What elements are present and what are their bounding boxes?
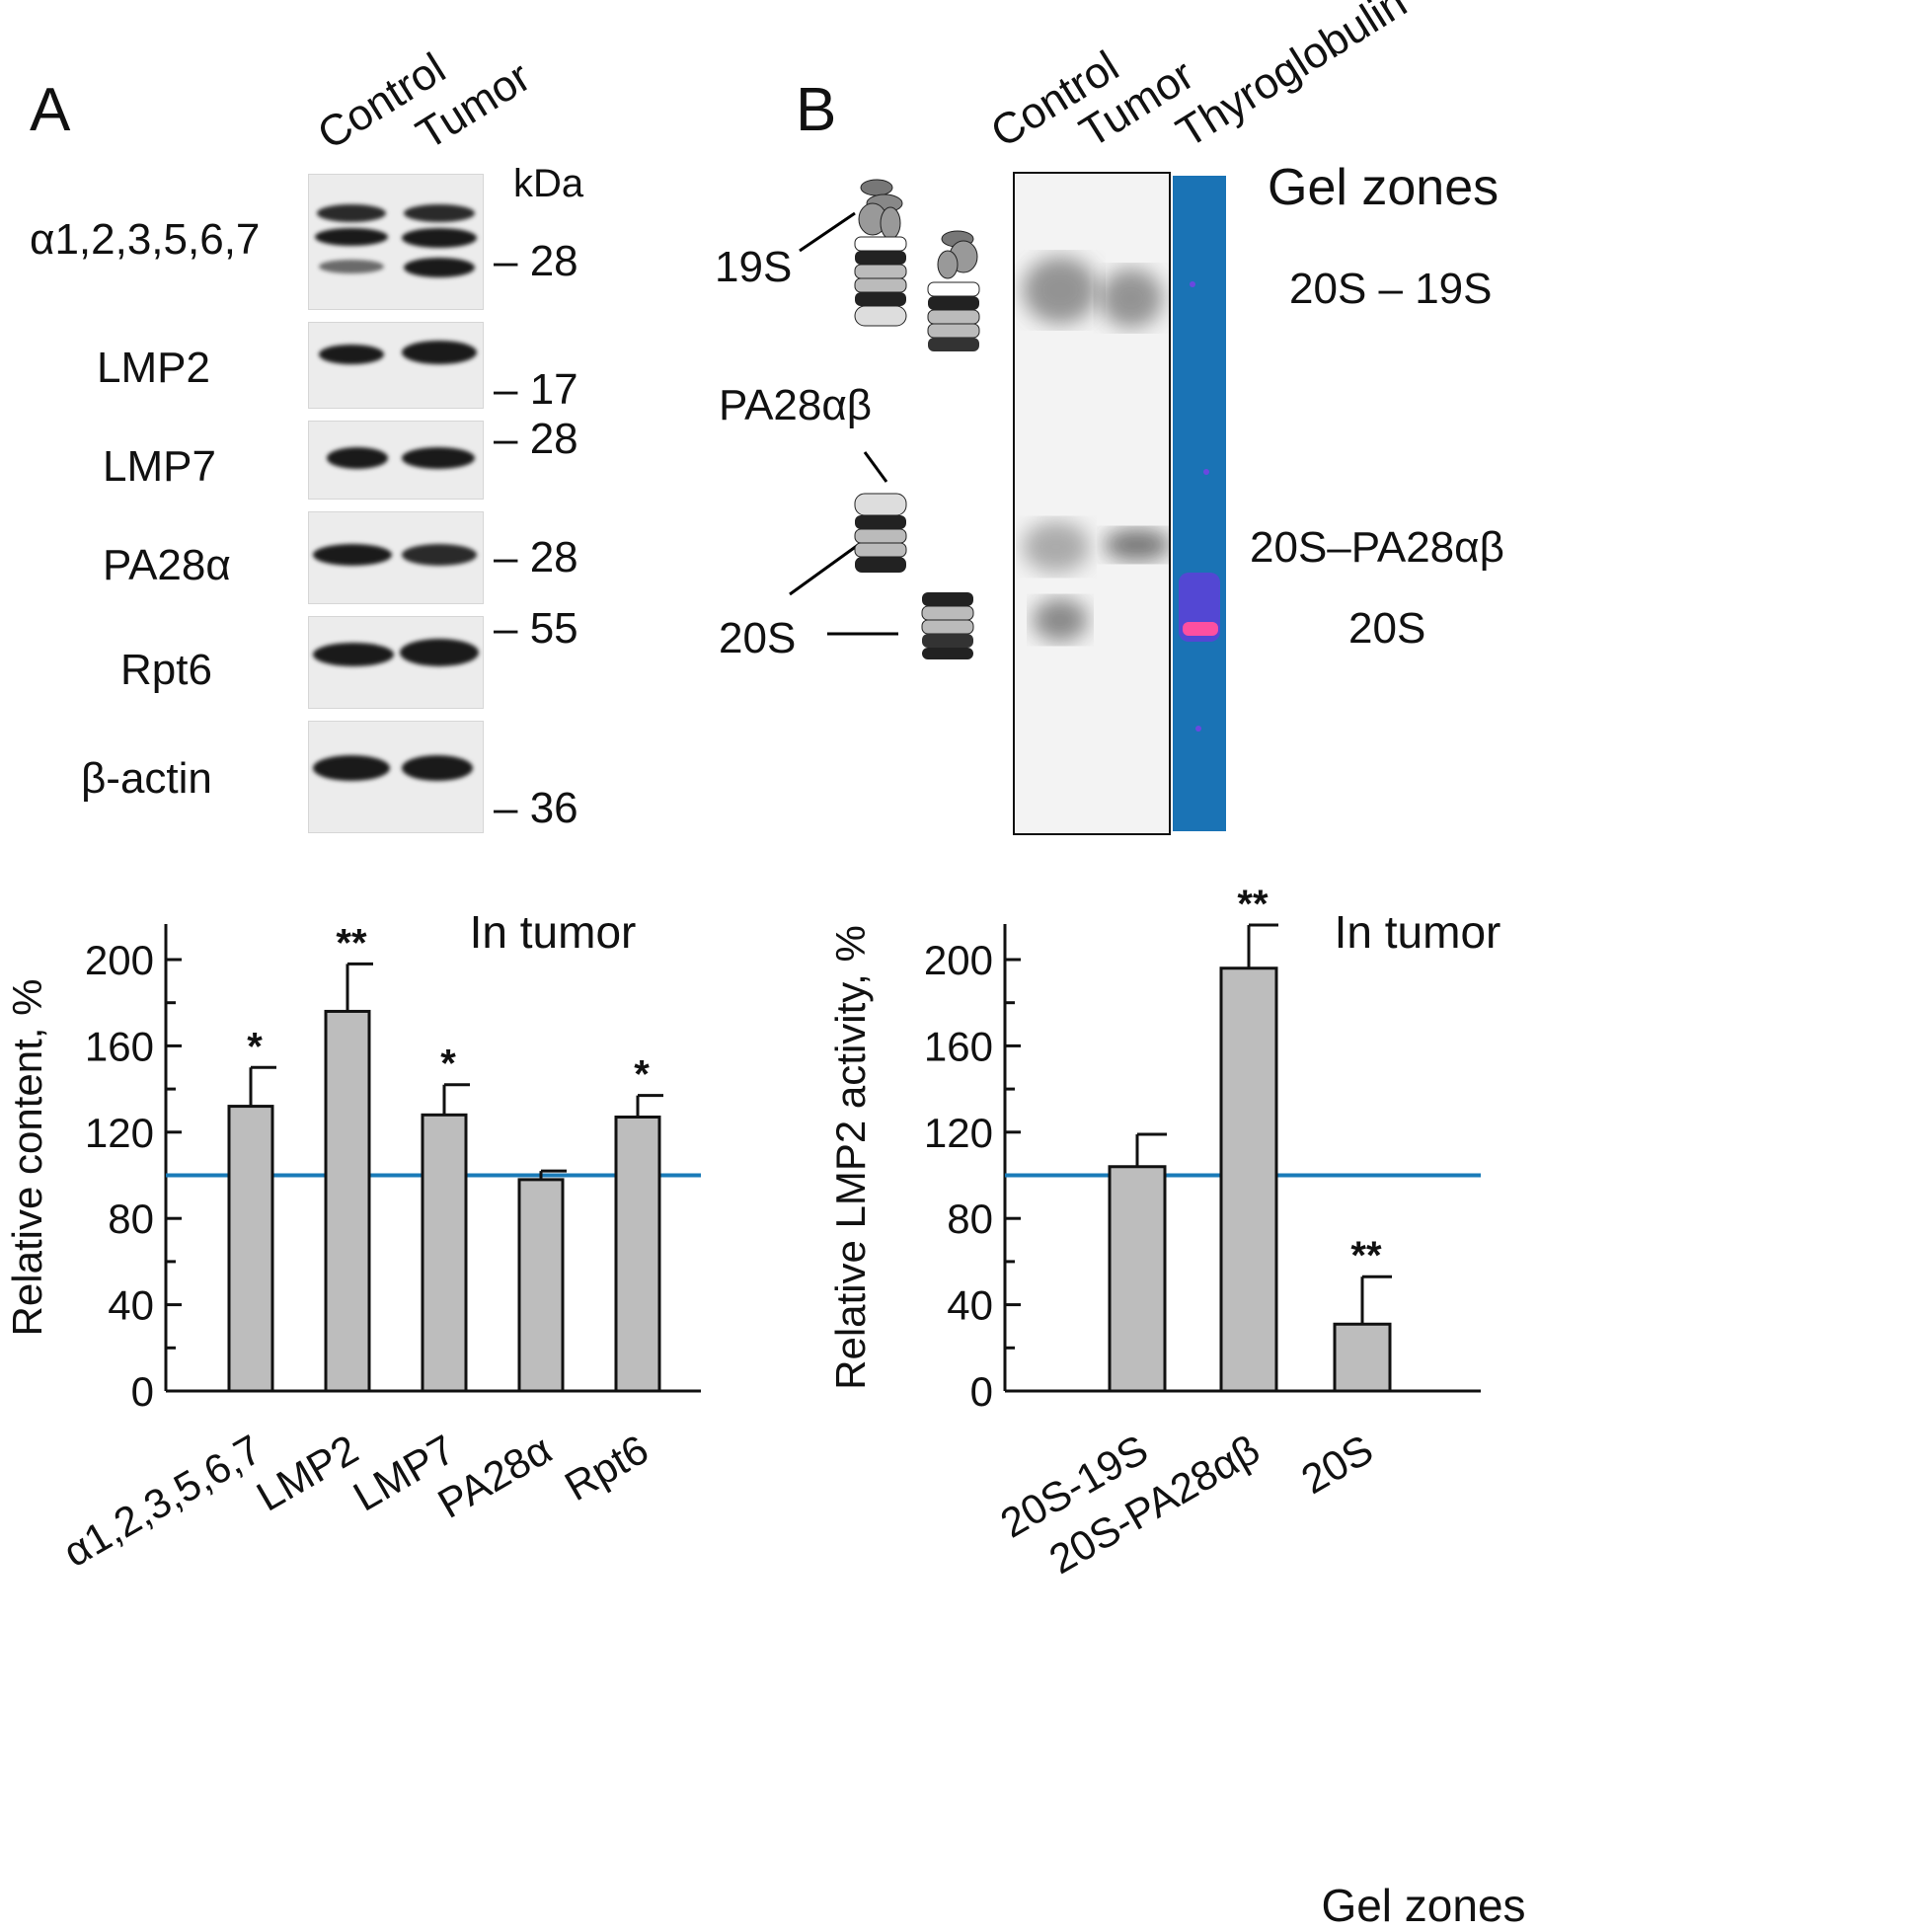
mw-marker-55: – 55 (494, 604, 578, 653)
blot-alpha (308, 174, 484, 310)
blot-label-alpha: α1,2,3,5,6,7 (30, 215, 261, 264)
y-tick-label: 120 (85, 1110, 154, 1156)
x-tick-label: 20S (1293, 1426, 1380, 1503)
blot-label-actin: β-actin (81, 754, 212, 803)
chart-title: In tumor (1335, 906, 1501, 958)
y-tick-label: 80 (947, 1196, 993, 1242)
bar (517, 1178, 565, 1393)
native-gel (1013, 172, 1171, 835)
complex-label-20s: 20S (719, 614, 797, 662)
mw-marker-17: – 17 (494, 365, 578, 414)
blot-lmp2 (308, 322, 484, 409)
mw-marker-28-b: – 28 (494, 415, 578, 463)
y-tick-label: 160 (924, 1023, 993, 1069)
bar (1108, 1165, 1167, 1393)
proteasome-hybrid-icon (927, 230, 980, 351)
bar (1333, 1322, 1392, 1393)
proteasome-26s-icon (854, 179, 907, 327)
chart-relative-content: 0 40 80 120 160 200 Relative content, % In tumo… (4, 906, 701, 1576)
zone-20s-19s: 20S – 19S (1289, 265, 1493, 313)
complex-label-19s: 19S (715, 243, 793, 291)
bar (324, 1009, 371, 1393)
thyroglobulin-lane (1173, 176, 1226, 831)
significance-marker: ** (1237, 883, 1269, 926)
x-tick-label: α1,2,3,5,6,7 (55, 1426, 269, 1576)
y-tick-label: 120 (924, 1110, 993, 1156)
complex-label-pa28ab: PA28αβ (719, 381, 873, 429)
chart-title: In tumor (470, 906, 637, 958)
bar (614, 1116, 661, 1393)
significance-marker: * (634, 1053, 650, 1097)
y-tick-label: 200 (924, 937, 993, 983)
x-tick-label: PA28α (430, 1426, 560, 1527)
mw-marker-36: – 36 (494, 784, 578, 832)
significance-marker: * (440, 1043, 456, 1086)
x-tick-label: Rpt6 (557, 1426, 655, 1509)
y-tick-label: 40 (108, 1282, 154, 1329)
lane-header-b-thyroglobulin: Thyroglobulin (1168, 0, 1416, 158)
x-axis-label: Gel zones (1321, 1880, 1525, 1925)
blot-label-lmp7: LMP7 (103, 442, 216, 491)
blot-rpt6 (308, 616, 484, 709)
x-tick-label: LMP2 (249, 1426, 366, 1520)
proteasome-pa28-icon (854, 493, 907, 573)
y-tick-label: 0 (970, 1368, 993, 1415)
y-axis-label: Relative LMP2 activity, % (827, 925, 874, 1390)
y-tick-label: 160 (85, 1023, 154, 1069)
significance-marker: * (247, 1025, 263, 1068)
chart-relative-lmp2-activity: 0 40 80 120 160 200 Relative LMP2 activity, % I… (827, 883, 1526, 1925)
blot-label-pa28a: PA28α (103, 541, 231, 589)
bar (227, 1105, 274, 1393)
y-tick-label: 0 (131, 1368, 154, 1415)
blot-label-lmp2: LMP2 (97, 344, 210, 392)
panel-a-letter: A (30, 76, 71, 144)
significance-marker: ** (1350, 1234, 1382, 1277)
zone-20s-pa28ab: 20S–PA28αβ (1250, 523, 1504, 572)
mw-marker-28-a: – 28 (494, 237, 578, 285)
panel-b-letter: B (796, 76, 837, 144)
mw-marker-28-c: – 28 (494, 533, 578, 581)
proteasome-20s-icon (921, 592, 974, 659)
kda-label: kDa (513, 162, 584, 205)
y-tick-label: 80 (108, 1196, 154, 1242)
zone-20s: 20S (1348, 604, 1426, 653)
y-tick-label: 200 (85, 937, 154, 983)
gel-zones-title: Gel zones (1268, 159, 1500, 216)
blot-label-rpt6: Rpt6 (120, 646, 212, 694)
blot-pa28a (308, 511, 484, 604)
proteasome-cartoons (789, 179, 980, 659)
bar (421, 1113, 468, 1393)
y-axis-label: Relative content, % (4, 979, 50, 1337)
blot-actin (308, 721, 484, 833)
blot-lmp7 (308, 421, 484, 500)
bar (1219, 966, 1278, 1393)
y-tick-label: 40 (947, 1282, 993, 1329)
significance-marker: ** (336, 921, 367, 965)
